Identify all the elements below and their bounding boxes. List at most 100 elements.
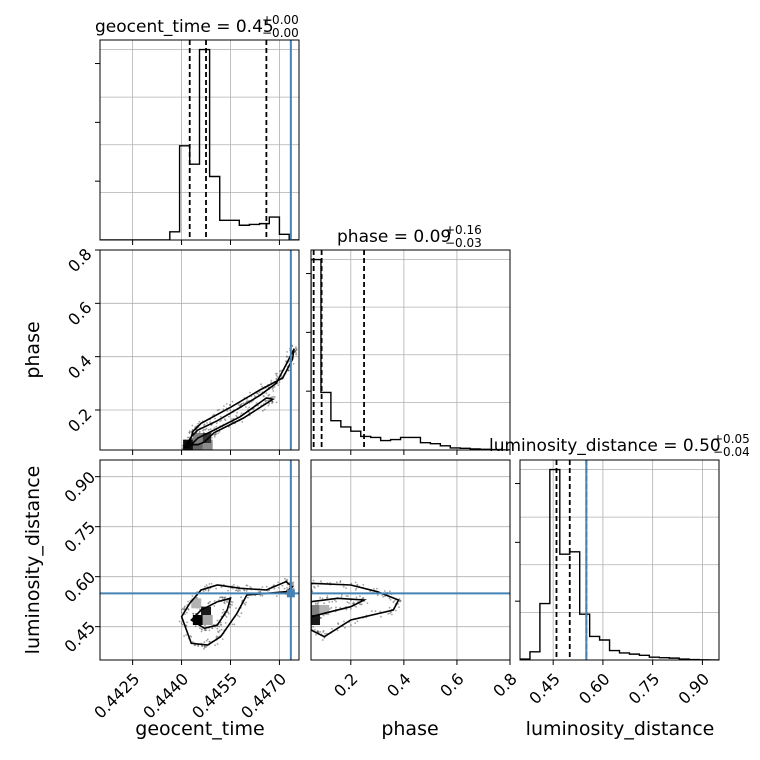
title-luminosity-distance-prefix: luminosity_distance = 0.50 xyxy=(489,436,721,456)
sample-point xyxy=(197,645,200,648)
sample-point xyxy=(258,391,261,393)
sample-point xyxy=(373,588,375,590)
sample-point xyxy=(360,603,363,606)
sample-point xyxy=(244,603,247,606)
sample-point xyxy=(198,430,201,433)
sample-point xyxy=(224,419,227,422)
sample-point xyxy=(345,587,347,589)
xlabel-phase: phase xyxy=(381,718,438,740)
sample-point xyxy=(193,644,196,647)
sample-point xyxy=(205,639,208,642)
sample-point xyxy=(221,596,224,599)
sample-point xyxy=(231,400,234,403)
sample-point xyxy=(394,609,397,612)
sample-point xyxy=(278,381,281,383)
sample-point xyxy=(316,630,319,632)
sample-point xyxy=(359,595,361,598)
sample-point xyxy=(198,431,201,434)
sample-point xyxy=(180,622,183,624)
sample-point xyxy=(216,627,219,630)
sample-point xyxy=(324,632,326,635)
sample-point xyxy=(248,411,251,413)
sample-point xyxy=(215,422,218,425)
sample-point xyxy=(271,402,273,405)
sample-point xyxy=(228,415,230,418)
sample-point xyxy=(389,612,391,615)
sample-point xyxy=(210,436,213,439)
frame-luminosity_distance_vs_geocent_time xyxy=(99,459,300,661)
sample-point xyxy=(223,418,226,421)
sample-point xyxy=(229,404,231,407)
sample-point xyxy=(207,590,210,592)
sample-point xyxy=(228,606,231,609)
sample-point xyxy=(355,587,358,590)
sample-point xyxy=(270,379,273,382)
sample-point xyxy=(205,584,208,587)
sample-point xyxy=(218,625,220,628)
sample-point xyxy=(264,400,267,403)
sample-point xyxy=(178,620,181,623)
sample-point xyxy=(352,601,355,604)
density-cell-luminosity_distance_vs_geocent_time-1 xyxy=(201,606,212,617)
sample-point xyxy=(294,350,296,353)
sample-point xyxy=(271,388,274,390)
truth-marker-luminosity_distance_vs_geocent_time xyxy=(286,589,295,598)
sample-point xyxy=(391,613,393,616)
density-cell-luminosity_distance_vs_phase-0 xyxy=(311,615,320,625)
sample-point xyxy=(191,424,194,427)
sample-point xyxy=(346,601,349,604)
sample-point xyxy=(204,629,207,632)
sample-point xyxy=(194,644,197,646)
sample-point xyxy=(220,628,223,631)
sample-point xyxy=(312,579,315,582)
sample-point xyxy=(213,600,216,602)
sample-point xyxy=(226,410,229,412)
sample-point xyxy=(275,595,278,597)
sample-point xyxy=(255,402,258,404)
sample-point xyxy=(237,590,239,593)
sample-point xyxy=(223,405,225,407)
sample-point xyxy=(280,369,283,372)
sample-point xyxy=(286,587,288,589)
sample-point xyxy=(226,600,229,602)
sample-point xyxy=(248,406,251,409)
sample-point xyxy=(389,590,391,593)
sample-point xyxy=(215,635,218,638)
sample-point xyxy=(342,585,345,588)
sample-point xyxy=(315,633,317,636)
sample-point xyxy=(277,587,280,589)
frame-geocent-time-hist xyxy=(99,39,300,241)
title-geocent-time: geocent_time = 0.45 +0.00 −0.00 xyxy=(95,13,299,40)
sample-point xyxy=(261,586,264,588)
sample-point xyxy=(237,588,240,591)
sample-point xyxy=(294,350,296,353)
density-cell-luminosity_distance_vs_phase-2 xyxy=(319,605,330,615)
sample-point xyxy=(320,616,322,619)
sample-point xyxy=(337,622,339,624)
sample-point xyxy=(249,586,252,588)
sample-point xyxy=(183,635,186,637)
sample-point xyxy=(292,581,295,584)
sample-point xyxy=(335,606,337,609)
sample-point xyxy=(257,392,259,395)
sample-point xyxy=(197,422,200,425)
sample-point xyxy=(336,581,338,584)
sample-point xyxy=(311,590,314,593)
panel-luminosity-distance-hist xyxy=(520,460,719,660)
sample-point xyxy=(243,602,246,605)
sample-point xyxy=(237,614,239,617)
sample-point xyxy=(205,629,208,631)
sample-point xyxy=(192,612,195,615)
sample-point xyxy=(388,597,391,600)
sample-point xyxy=(227,589,229,592)
sample-point xyxy=(285,360,287,363)
sample-point xyxy=(331,600,334,603)
sample-point xyxy=(272,395,275,398)
sample-point xyxy=(214,417,216,420)
contour-luminosity_distance_vs_phase-outer xyxy=(311,582,400,638)
sample-point xyxy=(241,402,243,405)
sample-point xyxy=(187,608,190,610)
sample-point xyxy=(214,433,217,436)
panel-geocent-time-hist xyxy=(100,40,299,240)
